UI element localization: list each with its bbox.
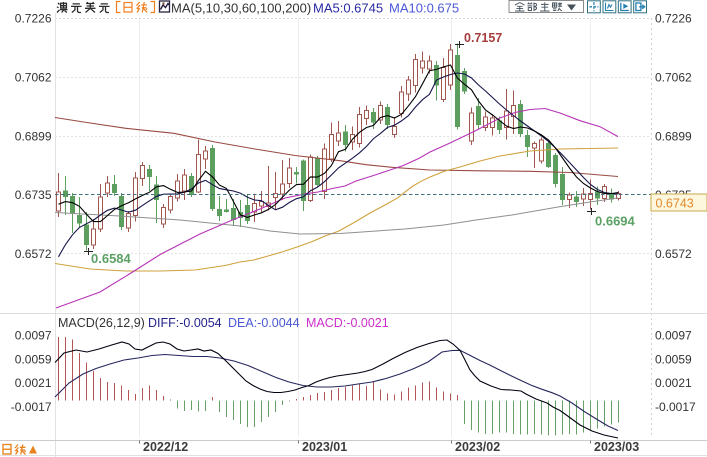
svg-text:0.0059: 0.0059 — [655, 352, 692, 366]
svg-text:0.7062: 0.7062 — [15, 70, 52, 84]
svg-text:0.6899: 0.6899 — [655, 129, 692, 143]
svg-text:0.0097: 0.0097 — [655, 328, 692, 342]
svg-text:0.7226: 0.7226 — [15, 12, 52, 26]
svg-text:0.6743: 0.6743 — [656, 197, 694, 211]
svg-text:0.6584: 0.6584 — [91, 251, 132, 266]
svg-text:0.7062: 0.7062 — [655, 70, 692, 84]
svg-text:0.6572: 0.6572 — [15, 247, 52, 261]
svg-text:0.7226: 0.7226 — [655, 12, 692, 26]
svg-text:2023/01: 2023/01 — [302, 440, 347, 454]
svg-text:MA10:0.675: MA10:0.675 — [389, 1, 459, 16]
svg-text:0.6694: 0.6694 — [595, 214, 636, 229]
svg-text:-0.0017: -0.0017 — [11, 400, 52, 414]
svg-text:2023/03: 2023/03 — [594, 440, 639, 454]
svg-text:0.0021: 0.0021 — [15, 376, 52, 390]
svg-text:0.0097: 0.0097 — [15, 328, 52, 342]
svg-text:0.6735: 0.6735 — [15, 188, 52, 202]
svg-text:0.6899: 0.6899 — [15, 129, 52, 143]
svg-text:DEA:-0.0044: DEA:-0.0044 — [228, 316, 300, 330]
svg-text:2023/02: 2023/02 — [455, 440, 500, 454]
svg-text:0.0021: 0.0021 — [655, 376, 692, 390]
svg-text:MACD:-0.0021: MACD:-0.0021 — [306, 316, 389, 330]
svg-text:0.0059: 0.0059 — [15, 352, 52, 366]
svg-text:0.6572: 0.6572 — [655, 247, 692, 261]
svg-text:DIFF:-0.0054: DIFF:-0.0054 — [148, 316, 222, 330]
svg-text:MACD(26,12,9): MACD(26,12,9) — [58, 316, 145, 330]
svg-text:2022/12: 2022/12 — [143, 440, 188, 454]
svg-text:MA5:0.6745: MA5:0.6745 — [313, 1, 383, 16]
svg-text:0.7157: 0.7157 — [464, 31, 502, 45]
svg-text:-0.0017: -0.0017 — [655, 400, 696, 414]
svg-text:MA(5,10,30,60,100,200): MA(5,10,30,60,100,200) — [171, 1, 311, 16]
